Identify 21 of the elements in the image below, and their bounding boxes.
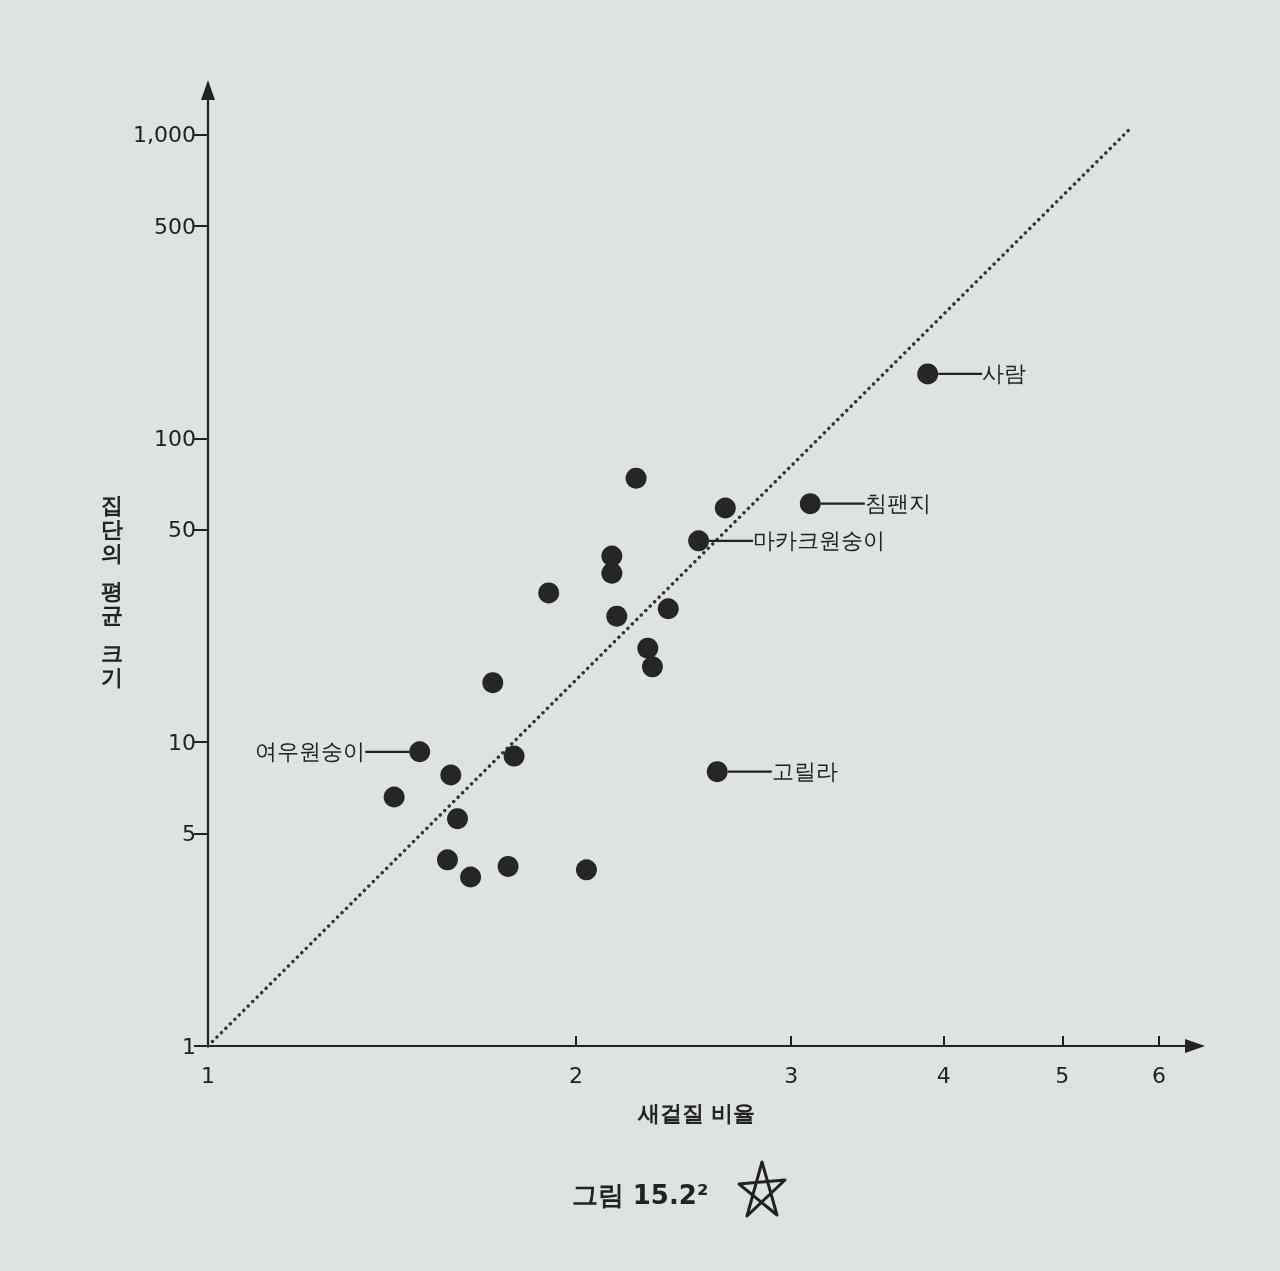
x-tick-label: 5	[1055, 1062, 1070, 1088]
y-tick-label: 1	[182, 1033, 196, 1059]
x-tick-label: 3	[784, 1062, 799, 1088]
annotation: 마카크원숭이	[753, 528, 886, 554]
y-tick-label: 5	[182, 821, 196, 847]
x-tick-label: 2	[568, 1062, 583, 1088]
annotation: 사람	[982, 361, 1027, 387]
x-axis-title: 새겉질 비율	[636, 1100, 756, 1126]
annotation: 여우원숭이	[255, 739, 366, 765]
x-tick-label: 4	[936, 1062, 951, 1088]
annotation: 고릴라	[771, 759, 838, 785]
x-tick-label: 1	[201, 1062, 215, 1088]
y-tick-label: 1,000	[133, 122, 196, 148]
caption: 그림 15.2²	[571, 1180, 709, 1210]
y-tick-label: 50	[168, 517, 196, 543]
y-tick-label: 100	[154, 425, 196, 451]
y-axis-title: 집단의 평균 크기	[100, 493, 124, 690]
annotation: 침팬지	[864, 491, 931, 517]
x-tick-label: 6	[1152, 1062, 1167, 1088]
y-tick-label: 10	[168, 729, 196, 755]
y-tick-label: 500	[154, 213, 196, 239]
